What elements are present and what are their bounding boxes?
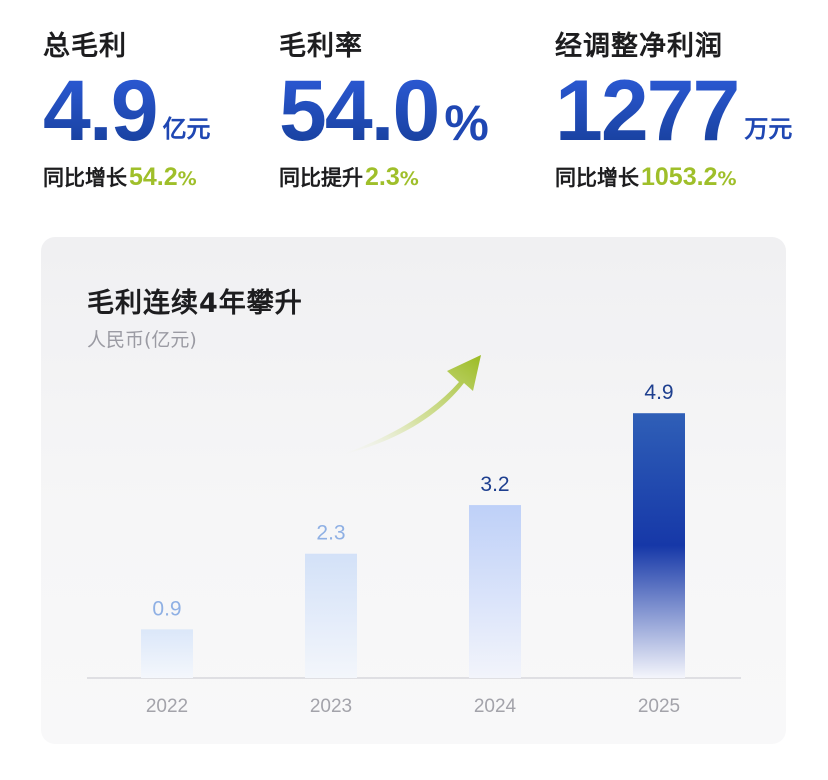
kpi-adjusted-net-profit: 经调整净利润 1277 万元 同比增长 1053.2 % — [555, 30, 792, 192]
kpi-label: 毛利率 — [279, 31, 363, 62]
data-label-2022: 0.9 — [152, 597, 181, 620]
data-label-2024: 3.2 — [480, 473, 509, 496]
chart-subtitle: 人民币(亿元) — [87, 329, 197, 351]
bar-2025 — [633, 413, 685, 678]
kpi-delta: 同比提升 2.3 % — [279, 162, 489, 192]
x-tick-label-2024: 2024 — [474, 696, 517, 717]
kpi-label: 经调整净利润 — [555, 31, 723, 62]
chart-title: 毛利连续4年攀升 — [87, 288, 303, 319]
kpi-label: 总毛利 — [43, 31, 127, 62]
kpi-total-gross-profit: 总毛利 4.9 亿元 同比增长 54.2 % — [43, 30, 211, 192]
kpi-delta: 同比增长 54.2 % — [43, 162, 211, 192]
kpi-unit: % — [444, 95, 489, 151]
kpi-gross-margin: 毛利率 54.0 % 同比提升 2.3 % — [279, 30, 489, 192]
delta-value: 2.3 — [365, 163, 400, 191]
chart-card: 毛利连续4年攀升 人民币(亿元) 0.9 2022 2.3 2023 3.2 2024 4.… — [41, 237, 786, 744]
kpi-delta: 同比增长 1053.2 % — [555, 162, 792, 192]
x-tick-label-2023: 2023 — [310, 696, 352, 717]
kpi-value: 4.9 — [43, 63, 159, 159]
delta-percent-sign: % — [399, 168, 419, 190]
kpi-unit: 亿元 — [162, 115, 211, 143]
x-tick-label-2022: 2022 — [146, 696, 188, 717]
delta-label: 同比提升 — [279, 166, 363, 190]
kpi-value-row: 54.0 % — [279, 63, 489, 159]
delta-label: 同比增长 — [43, 166, 127, 190]
delta-percent-sign: % — [177, 168, 197, 190]
bar-chart: 0.9 2022 2.3 2023 3.2 2024 4.9 2025 — [87, 355, 741, 717]
kpi-unit: 万元 — [744, 115, 793, 143]
bar-2024 — [469, 505, 521, 678]
kpi-value-row: 1277 万元 — [555, 63, 793, 159]
data-label-2025: 4.9 — [644, 381, 673, 404]
kpi-section: 总毛利 4.9 亿元 同比增长 54.2 % 毛利率 54.0 % 同比提升 2… — [0, 0, 828, 220]
delta-percent-sign: % — [717, 168, 737, 190]
bar-2023 — [305, 553, 357, 678]
delta-value: 54.2 — [129, 163, 178, 191]
upward-arrow-icon — [341, 355, 481, 455]
data-label-2023: 2.3 — [316, 522, 345, 545]
bar-2022 — [141, 629, 193, 678]
kpi-value: 1277 — [555, 63, 740, 159]
delta-value: 1053.2 — [641, 163, 718, 191]
kpi-value: 54.0 — [279, 63, 440, 159]
kpi-value-row: 4.9 亿元 — [43, 63, 211, 159]
x-tick-label-2025: 2025 — [638, 696, 680, 717]
delta-label: 同比增长 — [555, 166, 639, 190]
